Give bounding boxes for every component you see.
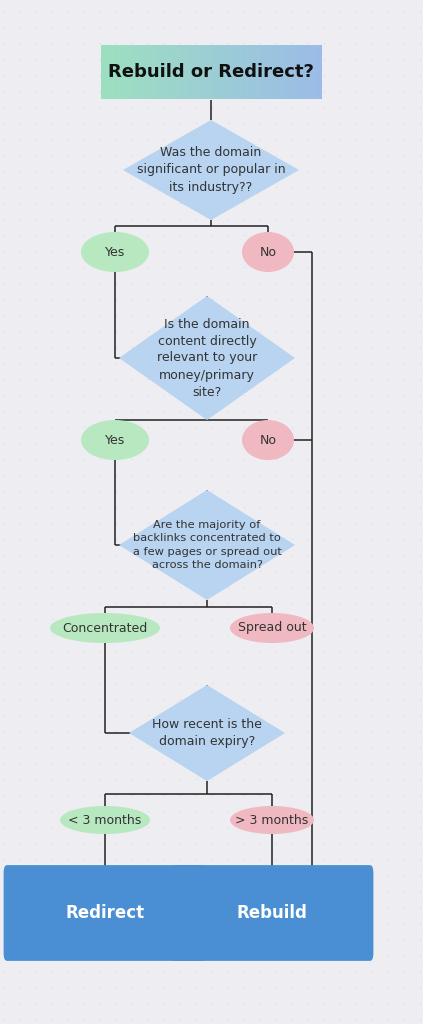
Ellipse shape: [230, 613, 314, 643]
Text: Yes: Yes: [105, 246, 125, 258]
FancyBboxPatch shape: [4, 865, 206, 961]
Text: Yes: Yes: [105, 433, 125, 446]
Ellipse shape: [242, 420, 294, 460]
Text: Was the domain
significant or popular in
its industry??: Was the domain significant or popular in…: [137, 146, 285, 194]
Text: Rebuild: Rebuild: [236, 904, 308, 922]
Ellipse shape: [81, 232, 149, 272]
Text: No: No: [259, 246, 277, 258]
Text: Rebuild or Redirect?: Rebuild or Redirect?: [108, 63, 314, 81]
Ellipse shape: [242, 232, 294, 272]
Ellipse shape: [230, 806, 314, 834]
FancyBboxPatch shape: [98, 37, 324, 106]
Polygon shape: [119, 490, 295, 600]
Ellipse shape: [81, 420, 149, 460]
Polygon shape: [123, 120, 299, 220]
Text: > 3 months: > 3 months: [235, 813, 309, 826]
Text: Is the domain
content directly
relevant to your
money/primary
site?: Is the domain content directly relevant …: [157, 317, 257, 398]
Polygon shape: [119, 296, 295, 420]
Ellipse shape: [60, 806, 150, 834]
Text: How recent is the
domain expiry?: How recent is the domain expiry?: [152, 718, 262, 748]
Text: Redirect: Redirect: [66, 904, 145, 922]
Polygon shape: [129, 685, 285, 781]
Ellipse shape: [50, 613, 160, 643]
FancyBboxPatch shape: [170, 865, 374, 961]
Text: Are the majority of
backlinks concentrated to
a few pages or spread out
across t: Are the majority of backlinks concentrat…: [132, 520, 281, 569]
Text: < 3 months: < 3 months: [69, 813, 142, 826]
Text: No: No: [259, 433, 277, 446]
Text: Spread out: Spread out: [238, 622, 306, 635]
Text: Concentrated: Concentrated: [62, 622, 148, 635]
